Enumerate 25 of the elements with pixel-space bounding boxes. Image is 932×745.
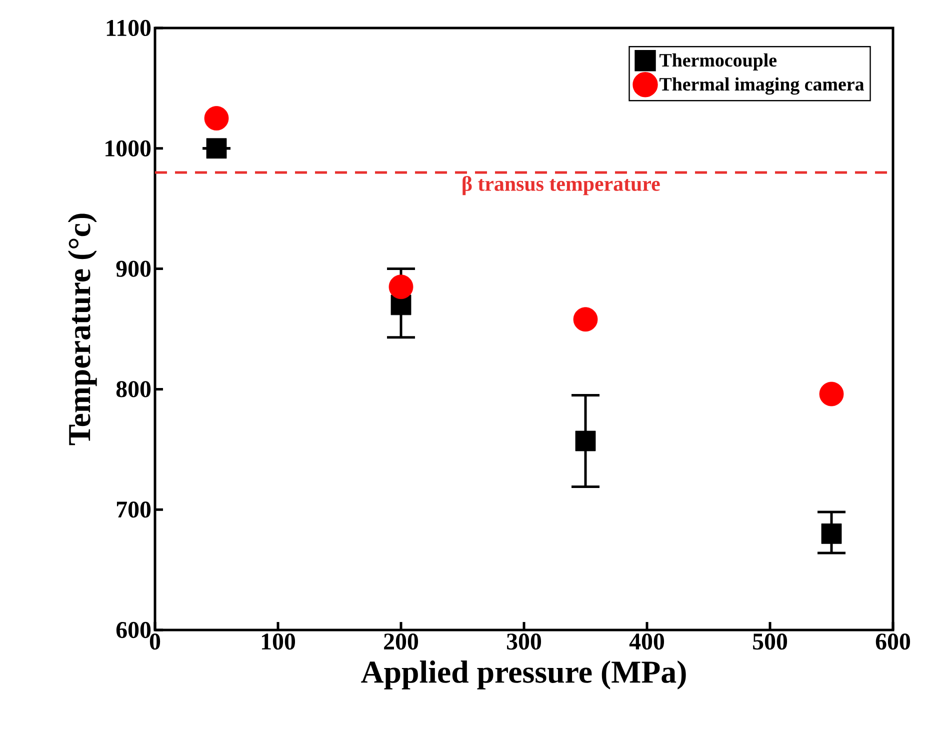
x-tick-label: 500	[753, 634, 788, 650]
point	[575, 430, 596, 452]
x-tick-label: 0	[150, 634, 160, 650]
point	[821, 523, 842, 544]
x-tick-label: 300	[506, 634, 542, 650]
x-tick-label: 200	[384, 634, 418, 650]
ref-line-label: β transus temperature	[462, 176, 660, 196]
point	[204, 106, 229, 130]
y-tick-label: 800	[116, 381, 151, 398]
y-tick-label: 900	[116, 260, 151, 277]
legend-label: Thermal imaging camera	[660, 77, 864, 95]
x-tick-label: 600	[876, 634, 910, 650]
y-tick-label: 600	[116, 622, 151, 638]
y-tick-label: 700	[116, 502, 151, 518]
point	[573, 307, 598, 332]
point	[206, 138, 227, 159]
point	[388, 274, 414, 300]
point	[819, 382, 844, 406]
x-tick-label: 400	[629, 634, 664, 650]
x-axis-title: Applied pressure (MPa)	[361, 660, 686, 690]
x-tick-label: 100	[262, 634, 296, 650]
y-tick-label: 1000	[106, 140, 151, 156]
y-axis-title: Temperature (°c)	[68, 214, 97, 446]
legend-label: Thermocouple	[660, 53, 777, 71]
y-tick-label: 1100	[106, 20, 151, 36]
